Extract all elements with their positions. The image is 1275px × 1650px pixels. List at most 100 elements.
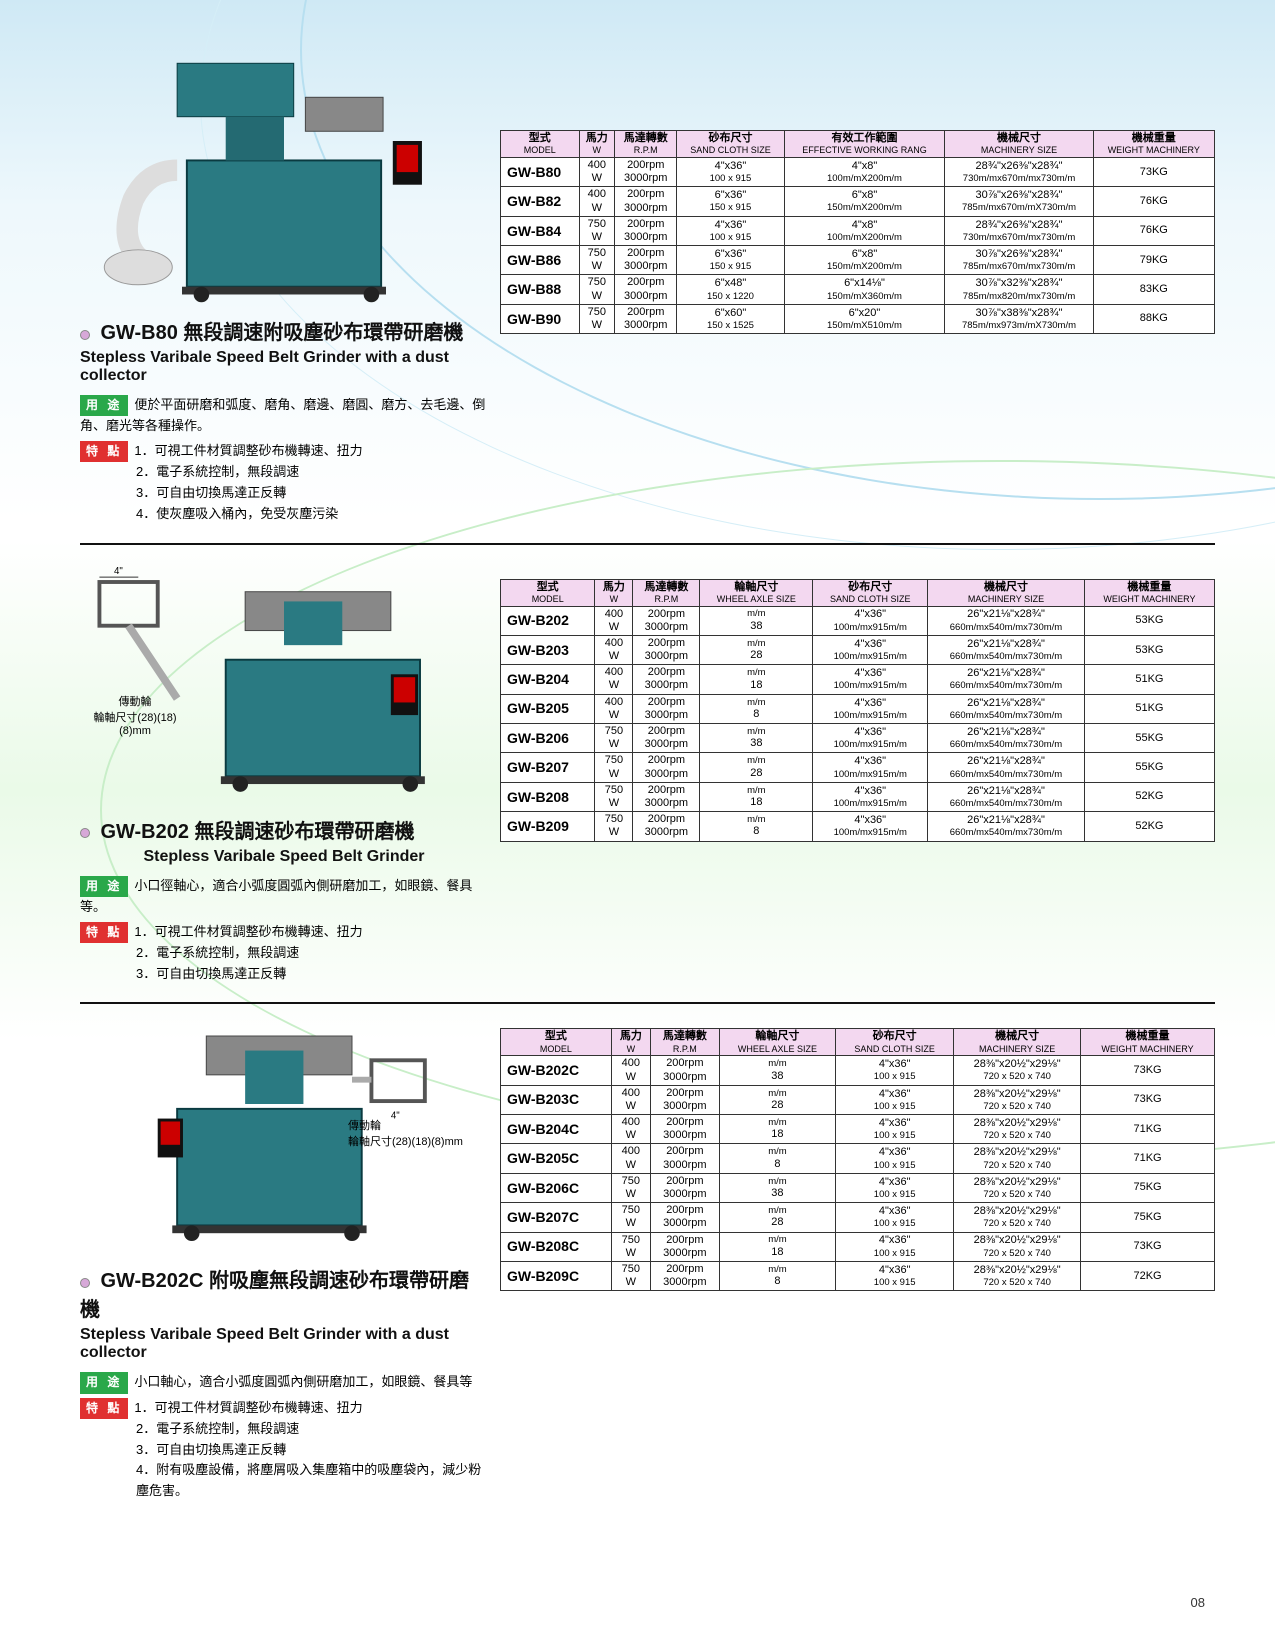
table-cell: 200rpm3000rpm	[633, 782, 700, 811]
product-image-b202: 4" 傳動輪 輪軸尺寸(28)(18)(8)mm	[80, 559, 488, 809]
table-cell: 200rpm3000rpm	[650, 1085, 719, 1114]
table-cell: 30⅞"x38⅜"x28¾"785m/mx973m/mX730m/m	[945, 304, 1093, 333]
table-cell: 26"x21⅛"x28¾"660m/mx540m/mx730m/m	[928, 724, 1085, 753]
table-cell: 4"x36"100m/mx915m/m	[813, 724, 928, 753]
table-cell: 200rpm3000rpm	[615, 246, 677, 275]
catalog-page: GW-B80 無段調速附吸塵砂布環帶研磨機 Stepless Varibale …	[80, 40, 1215, 1610]
table-cell: m/m38	[719, 1173, 835, 1202]
table-cell: 200rpm3000rpm	[633, 694, 700, 723]
table-cell: 28¾"x26⅜"x28¾"730m/mx670m/mx730m/m	[945, 216, 1093, 245]
bullet-icon	[80, 1278, 90, 1288]
table-cell: 73KG	[1081, 1232, 1215, 1261]
table-cell: 200rpm3000rpm	[633, 812, 700, 841]
table-cell: 28⅜"x20½"x29⅛"720 x 520 x 740	[954, 1261, 1081, 1290]
table-cell: 200rpm3000rpm	[650, 1144, 719, 1173]
table-cell: 6"x8"150m/mX200m/m	[784, 187, 945, 216]
section-gw-b80: GW-B80 無段調速附吸塵砂布環帶研磨機 Stepless Varibale …	[80, 40, 1215, 525]
table-cell: 55KG	[1084, 724, 1214, 753]
section-gw-b202c: 4" 傳動輪 輪軸尺寸(28)(18)(8)mm GW-B202C 附吸塵無段調…	[80, 1018, 1215, 1502]
table-cell: GW-B204	[501, 665, 595, 694]
table-cell: 200rpm3000rpm	[633, 606, 700, 635]
table-cell: 4"x36"100 x 915	[836, 1144, 954, 1173]
table-cell: GW-B208C	[501, 1232, 612, 1261]
table-cell: 73KG	[1081, 1085, 1215, 1114]
feature-line: 2．電子系統控制，無段調速	[80, 943, 488, 964]
table-cell: 750W	[611, 1173, 650, 1202]
table-cell: 200rpm3000rpm	[650, 1173, 719, 1202]
en-title: Stepless Varibale Speed Belt Grinder wit…	[80, 1326, 488, 1362]
table-cell: 73KG	[1093, 157, 1214, 186]
table-cell: m/m38	[700, 724, 813, 753]
table-cell: m/m28	[700, 753, 813, 782]
feature-line: 3．可自由切換馬達正反轉	[80, 1440, 488, 1461]
table-cell: 76KG	[1093, 216, 1214, 245]
table-cell: GW-B203	[501, 635, 595, 664]
table-cell: 4"x36"100 x 915	[836, 1261, 954, 1290]
table-cell: 200rpm3000rpm	[650, 1115, 719, 1144]
table-cell: m/m8	[700, 812, 813, 841]
table-cell: 4"x36"100 x 915	[836, 1115, 954, 1144]
zh-title: GW-B202 無段調速砂布環帶研磨機	[100, 821, 414, 843]
table-cell: GW-B80	[501, 157, 580, 186]
feature-line: 3．可自由切換馬達正反轉	[80, 964, 488, 985]
table-cell: m/m28	[719, 1085, 835, 1114]
table-cell: 750W	[579, 246, 614, 275]
table-cell: 4"x36"100 x 915	[836, 1085, 954, 1114]
table-cell: 52KG	[1084, 812, 1214, 841]
table-cell: 200rpm3000rpm	[650, 1203, 719, 1232]
aux-label: 傳動輪 輪軸尺寸(28)(18)(8)mm	[80, 693, 190, 737]
table-cell: 400W	[595, 665, 633, 694]
table-cell: 88KG	[1093, 304, 1214, 333]
divider	[80, 543, 1215, 545]
table-cell: m/m38	[700, 606, 813, 635]
table-cell: 4"x36"100 x 915	[836, 1056, 954, 1085]
table-cell: 28⅜"x20½"x29⅛"720 x 520 x 740	[954, 1232, 1081, 1261]
table-cell: 4"x36"100m/mx915m/m	[813, 694, 928, 723]
table-cell: GW-B207C	[501, 1203, 612, 1232]
table-cell: 200rpm3000rpm	[615, 187, 677, 216]
table-cell: 200rpm3000rpm	[650, 1056, 719, 1085]
table-cell: 26"x21⅛"x28¾"660m/mx540m/mx730m/m	[928, 635, 1085, 664]
feature-line: 2．電子系統控制，無段調速	[80, 462, 488, 483]
table-cell: 750W	[579, 275, 614, 304]
bullet-icon	[80, 330, 90, 340]
spec-table-b202: 型式MODEL馬力W馬達轉數R.P.M輪軸尺寸WHEEL AXLE SIZE砂布…	[500, 579, 1215, 842]
table-cell: 750W	[595, 753, 633, 782]
table-cell: 4"x8"100m/mX200m/m	[784, 216, 945, 245]
table-cell: 4"x36"100m/mx915m/m	[813, 635, 928, 664]
table-cell: 400W	[595, 694, 633, 723]
table-cell: GW-B202C	[501, 1056, 612, 1085]
table-cell: 750W	[595, 782, 633, 811]
table-cell: 400W	[611, 1115, 650, 1144]
feature-line: 2．電子系統控制，無段調速	[80, 1419, 488, 1440]
feature-line: 1．可視工件材質調整砂布機轉速、扭力	[134, 924, 362, 939]
table-cell: 200rpm3000rpm	[650, 1261, 719, 1290]
feature-line: 4．附有吸塵設備，將塵屑吸入集塵箱中的吸塵袋內，減少粉塵危害。	[80, 1460, 488, 1502]
spec-table-b80: 型式MODEL馬力W馬達轉數R.P.M砂布尺寸SAND CLOTH SIZE有效…	[500, 130, 1215, 334]
table-cell: m/m28	[700, 635, 813, 664]
zh-title: GW-B80 無段調速附吸塵砂布環帶研磨機	[100, 322, 463, 344]
table-cell: GW-B205C	[501, 1144, 612, 1173]
table-cell: 51KG	[1084, 665, 1214, 694]
table-cell: 55KG	[1084, 753, 1214, 782]
feature-line: 4．使灰塵吸入桶內，免受灰塵污染	[80, 504, 488, 525]
table-cell: 79KG	[1093, 246, 1214, 275]
table-cell: 73KG	[1081, 1056, 1215, 1085]
table-cell: 26"x21⅛"x28¾"660m/mx540m/mx730m/m	[928, 812, 1085, 841]
table-cell: 26"x21⅛"x28¾"660m/mx540m/mx730m/m	[928, 753, 1085, 782]
table-cell: 750W	[595, 724, 633, 753]
table-cell: 400W	[611, 1144, 650, 1173]
en-title: Stepless Varibale Speed Belt Grinder	[80, 848, 488, 866]
table-cell: 200rpm3000rpm	[650, 1232, 719, 1261]
svg-text:4": 4"	[114, 566, 123, 577]
table-cell: 28⅜"x20½"x29⅛"720 x 520 x 740	[954, 1144, 1081, 1173]
table-cell: 72KG	[1081, 1261, 1215, 1290]
table-cell: 52KG	[1084, 782, 1214, 811]
table-cell: 400W	[611, 1085, 650, 1114]
table-cell: 28⅜"x20½"x29⅛"720 x 520 x 740	[954, 1173, 1081, 1202]
table-cell: 4"x36"100m/mx915m/m	[813, 782, 928, 811]
table-cell: m/m28	[719, 1203, 835, 1232]
page-number: 08	[1191, 1595, 1205, 1610]
en-title: Stepless Varibale Speed Belt Grinder wit…	[80, 349, 488, 385]
table-cell: m/m18	[700, 782, 813, 811]
